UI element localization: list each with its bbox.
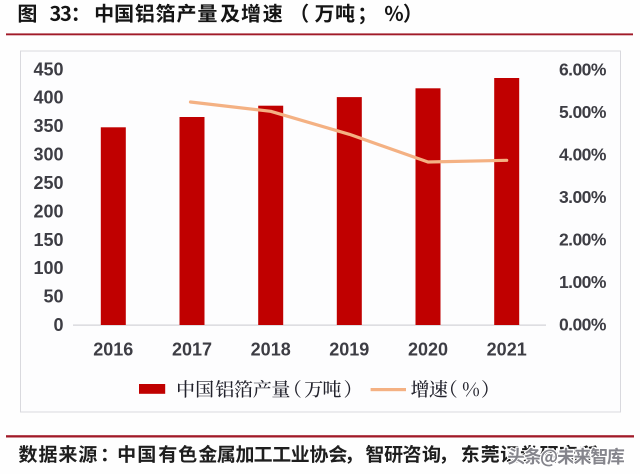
svg-text:100: 100 xyxy=(33,258,63,278)
svg-text:4.00%: 4.00% xyxy=(559,145,607,165)
svg-text:2016: 2016 xyxy=(93,340,133,360)
svg-text:6.00%: 6.00% xyxy=(559,60,607,80)
svg-text:2018: 2018 xyxy=(251,340,291,360)
svg-text:2021: 2021 xyxy=(487,340,527,360)
svg-text:3.00%: 3.00% xyxy=(559,187,607,207)
svg-text:350: 350 xyxy=(33,116,63,136)
svg-text:50: 50 xyxy=(43,287,63,307)
svg-text:450: 450 xyxy=(33,59,63,79)
svg-text:2019: 2019 xyxy=(329,340,369,360)
svg-text:200: 200 xyxy=(33,201,63,221)
svg-text:2.00%: 2.00% xyxy=(559,230,607,250)
svg-text:400: 400 xyxy=(33,88,63,108)
svg-text:0: 0 xyxy=(53,315,63,335)
svg-text:150: 150 xyxy=(33,230,63,250)
svg-text:1.00%: 1.00% xyxy=(559,272,607,292)
svg-text:250: 250 xyxy=(33,173,63,193)
svg-text:2017: 2017 xyxy=(172,340,212,360)
svg-text:5.00%: 5.00% xyxy=(559,102,607,122)
svg-text:0.00%: 0.00% xyxy=(559,315,607,335)
svg-text:2020: 2020 xyxy=(408,340,448,360)
svg-text:300: 300 xyxy=(33,145,63,165)
